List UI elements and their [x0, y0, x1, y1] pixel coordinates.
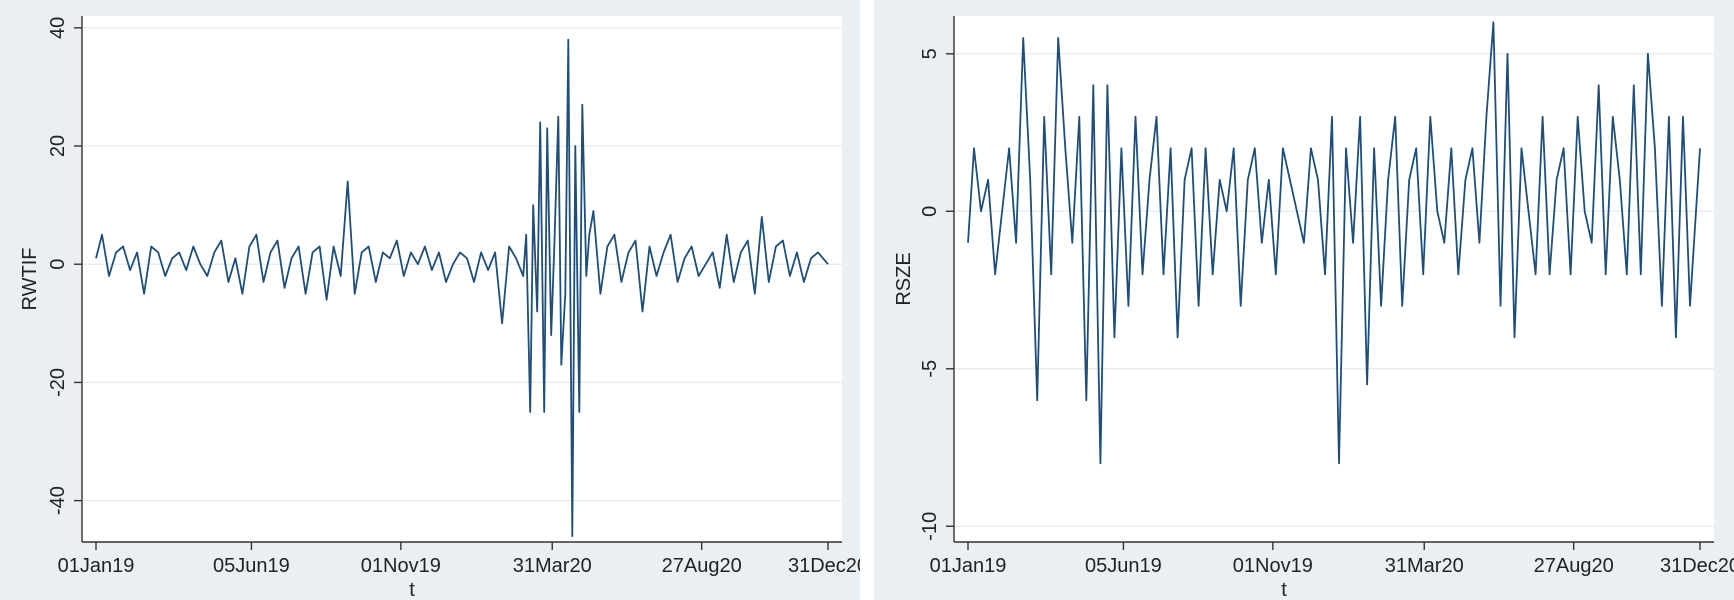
chart-rwtif: -40 -20 0 20 40 01Jan19 05Jun19 01Nov19 31Mar20 2…: [19, 16, 860, 600]
x-tick-label: 05Jun19: [213, 555, 290, 577]
y-tick-label: 0: [47, 259, 69, 270]
x-axis-title: t: [409, 579, 415, 600]
x-tick-label: 31Mar20: [513, 555, 592, 577]
plot-area: [954, 16, 1714, 542]
x-tick-label: 05Jun19: [1085, 555, 1162, 577]
chart-panel-rsze: -10 -5 0 5 01Jan19 05Jun19 01Nov19 31Mar20 27Aug…: [874, 0, 1734, 600]
x-tick-label: 01Nov19: [1233, 555, 1313, 577]
series-line-rsze: [967, 21, 1701, 465]
x-tick-label: 31Dec20: [788, 555, 860, 577]
x-tick-label: 31Mar20: [1385, 555, 1464, 577]
y-tick-label: 20: [47, 135, 69, 157]
chart-rsze: -10 -5 0 5 01Jan19 05Jun19 01Nov19 31Mar20 27Aug…: [893, 16, 1734, 600]
y-tick-label: 0: [919, 206, 941, 217]
y-tick-label: -10: [919, 512, 941, 541]
series-line-rwtif: [95, 38, 829, 537]
y-tick-label: -20: [47, 368, 69, 397]
y-tick-label: -5: [919, 360, 941, 378]
y-tick-label: 40: [47, 17, 69, 39]
x-tick-label: 01Jan19: [58, 555, 135, 577]
y-tick-label: -40: [47, 486, 69, 515]
chart-panel-rwtif: -40 -20 0 20 40 01Jan19 05Jun19 01Nov19 31Mar20 2…: [0, 0, 860, 600]
x-axis-title: t: [1281, 579, 1287, 600]
y-axis-title: RSZE: [893, 252, 915, 305]
x-tick-label: 27Aug20: [662, 555, 742, 577]
plot-area: [82, 16, 842, 542]
x-tick-label: 27Aug20: [1534, 555, 1614, 577]
y-tick-label: 5: [919, 48, 941, 59]
y-axis-title: RWTIF: [19, 248, 41, 311]
x-tick-label: 01Jan19: [930, 555, 1007, 577]
x-tick-label: 01Nov19: [361, 555, 441, 577]
x-tick-label: 31Dec20: [1660, 555, 1734, 577]
